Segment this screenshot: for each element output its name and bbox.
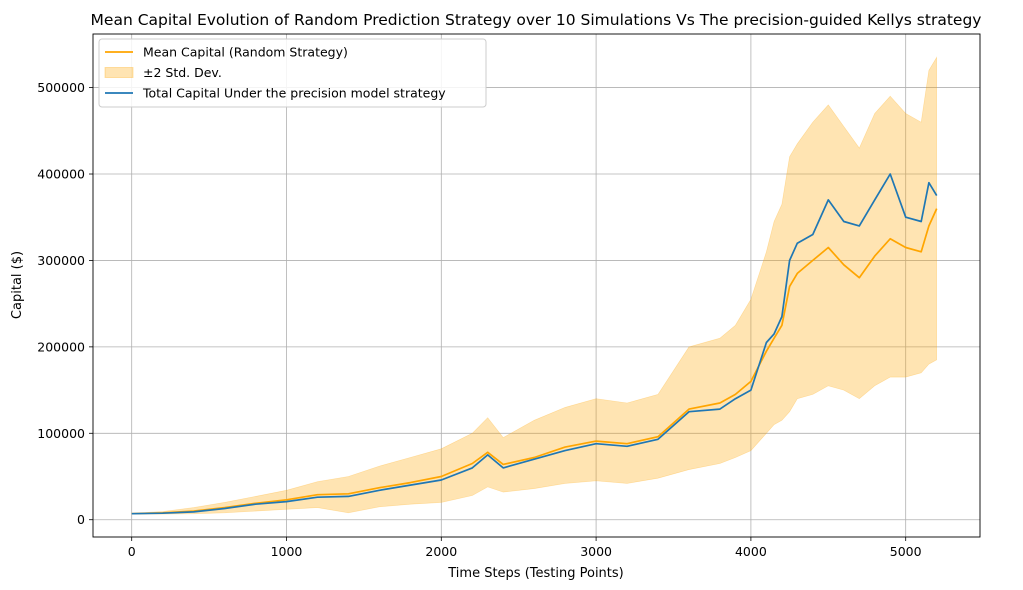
grid xyxy=(93,34,980,537)
x-tick-label: 1000 xyxy=(271,544,303,559)
x-axis-ticks: 0 1000 2000 3000 4000 5000 xyxy=(128,537,922,559)
y-tick-label: 500000 xyxy=(37,80,85,95)
precision-capital-line xyxy=(131,173,938,515)
x-tick-label: 2000 xyxy=(425,544,457,559)
mean-capital-line xyxy=(131,208,938,515)
chart-title: Mean Capital Evolution of Random Predict… xyxy=(91,11,982,29)
y-axis-label: Capital ($) xyxy=(10,251,25,319)
y-tick-label: 400000 xyxy=(37,167,85,182)
y-tick-label: 100000 xyxy=(37,426,85,441)
y-tick-label: 200000 xyxy=(37,339,85,354)
x-tick-label: 0 xyxy=(128,544,136,559)
y-tick-label: 300000 xyxy=(37,253,85,268)
x-tick-label: 5000 xyxy=(890,544,922,559)
std-dev-band xyxy=(131,56,937,515)
legend-label: ±2 Std. Dev. xyxy=(143,65,222,80)
std-dev-area xyxy=(131,56,937,515)
legend-box xyxy=(98,38,487,108)
plot-frame xyxy=(92,33,981,538)
series-lines xyxy=(131,173,938,515)
legend: Mean Capital (Random Strategy) ±2 Std. De… xyxy=(98,38,487,108)
x-tick-label: 4000 xyxy=(735,544,767,559)
legend-label: Total Capital Under the precision model … xyxy=(142,86,446,101)
x-axis-label: Time Steps (Testing Points) xyxy=(447,566,623,581)
legend-label: Mean Capital (Random Strategy) xyxy=(143,45,348,60)
x-tick-label: 3000 xyxy=(580,544,612,559)
legend-patch-swatch xyxy=(104,67,134,78)
y-tick-label: 0 xyxy=(77,512,85,527)
y-axis-ticks: 0 100000 200000 300000 400000 500000 xyxy=(37,80,93,527)
